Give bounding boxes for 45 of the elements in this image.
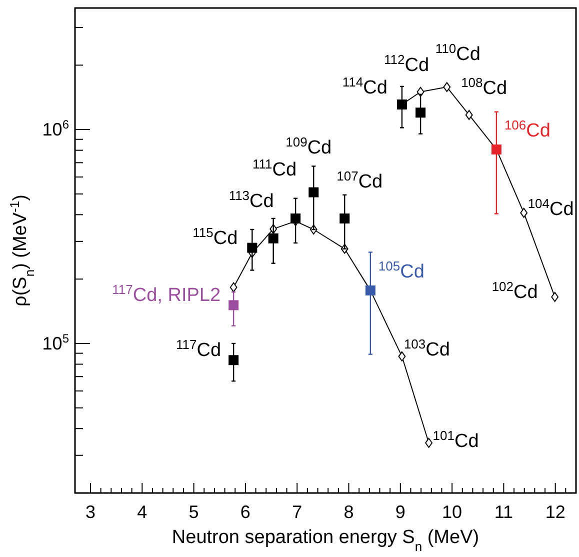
point [443, 82, 451, 92]
point [247, 242, 258, 253]
annotation: $^{107}$Cd [336, 168, 383, 192]
x-tick-label: 7 [292, 502, 302, 522]
annotation: $^{117}$Cd [176, 336, 222, 362]
y-tick-label: 10$^{6}$ [42, 118, 70, 140]
annotation: $^{103}$Cd [404, 336, 450, 360]
point [230, 282, 238, 292]
point [268, 233, 278, 244]
x-tick-label: 5 [188, 502, 199, 522]
x-tick-label: 11 [494, 502, 514, 522]
point [228, 355, 239, 366]
point [465, 110, 473, 120]
point [308, 187, 319, 198]
x-tick-label: 10 [442, 502, 462, 522]
x-tick-label: 12 [545, 502, 566, 522]
point [290, 213, 301, 224]
x-axis-title: Neutron separation energy S$_{n}$ (MeV) [172, 527, 480, 554]
annotation: $^{101}$Cd [432, 427, 479, 452]
annotation: $^{109}$Cd [286, 134, 332, 158]
annotation: $^{112}$Cd [384, 51, 430, 76]
annotation: $^{102}$Cd [492, 278, 538, 303]
annotation: $^{114}$Cd [342, 74, 388, 98]
x-tick-label: 3 [85, 502, 96, 522]
annotation: $^{111}$Cd [252, 156, 297, 180]
point [416, 108, 426, 118]
annotation: $^{108}$Cd [461, 74, 508, 99]
y-tick-label: 10$^{5}$ [42, 331, 70, 354]
series-label: $^{105}$Cd [378, 258, 424, 282]
x-tick-label: 8 [344, 502, 354, 522]
annotation: $^{110}$Cd [435, 40, 480, 66]
series-label: $^{106}$Cd [504, 116, 550, 142]
annotation: $^{104}$Cd [528, 195, 574, 220]
x-tick-label: 4 [137, 502, 148, 522]
point [425, 438, 432, 448]
annotation: $^{113}$Cd [228, 187, 274, 212]
x-tick-label: 9 [395, 502, 406, 522]
point [340, 213, 350, 224]
annotation: $^{115}$Cd [192, 224, 238, 249]
x-tick-label: 6 [240, 502, 250, 522]
point [228, 300, 239, 310]
series-label: $^{117}$Cd, RIPL2 [112, 282, 221, 306]
point [520, 208, 528, 218]
point [398, 351, 406, 362]
point [551, 292, 559, 302]
